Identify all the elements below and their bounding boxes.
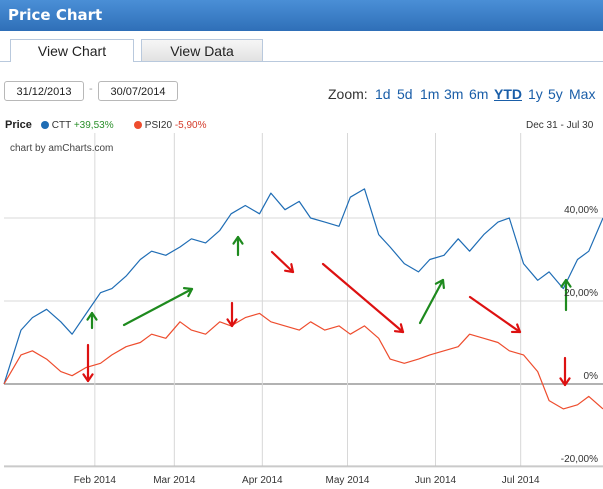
x-tick-label: Jun 2014 [415, 475, 457, 486]
y-tick-label: 40,00% [564, 205, 598, 216]
zoom-max[interactable]: Max [569, 86, 596, 102]
series-layer [3, 188, 603, 410]
end-date-input[interactable]: 30/07/2014 [98, 81, 178, 101]
zoom-label: Zoom: [328, 86, 368, 102]
annotation-arrowhead [393, 323, 405, 334]
x-tick-label: Feb 2014 [74, 475, 117, 486]
zoom-3m[interactable]: 3m [444, 86, 464, 102]
annotation-arrow-up [418, 278, 445, 325]
annotation-arrows [82, 235, 572, 387]
annotation-arrow-up [122, 287, 194, 327]
annotation-arrowhead [560, 278, 572, 288]
zoom-5d[interactable]: 5d [397, 86, 413, 102]
zoom-ytd[interactable]: YTD [494, 86, 522, 102]
legend-ctt-value: +39,53% [73, 120, 114, 131]
annotation-arrowhead [82, 373, 94, 383]
series-line-psi20 [3, 312, 603, 410]
annotation-arrowhead [232, 235, 244, 245]
chart-credit: chart by amCharts.com [10, 143, 113, 154]
annotation-arrow-down [321, 262, 405, 334]
annotation-arrowhead [434, 278, 445, 290]
annotation-arrowhead [226, 318, 238, 328]
grid-lines [4, 133, 603, 468]
legend-psi20-name: PSI20 [144, 120, 173, 131]
legend-ctt[interactable]: CTT +39,53% [41, 120, 114, 131]
zoom-6m[interactable]: 6m [469, 86, 489, 102]
zoom-1y[interactable]: 1y [528, 86, 543, 102]
price-chart[interactable]: chart by amCharts.com 40,00% 20,00% 0% -20,… [0, 133, 603, 489]
y-tick-label: 20,00% [564, 288, 598, 299]
tab-view-data[interactable]: View Data [141, 39, 263, 61]
y-axis-labels: 40,00% 20,00% 0% -20,00% [561, 205, 598, 465]
legend-ctt-name: CTT [51, 120, 72, 131]
x-tick-label: Mar 2014 [153, 475, 196, 486]
zoom-1d[interactable]: 1d [375, 86, 391, 102]
x-axis-labels: Feb 2014 Mar 2014 Apr 2014 May 2014 Jun 2014… [74, 475, 540, 486]
legend-period: Dec 31 - Jul 30 [526, 120, 594, 131]
x-tick-label: Jul 2014 [502, 475, 540, 486]
annotation-arrow-down [468, 295, 522, 334]
legend-price-label: Price [5, 119, 32, 131]
tab-strip: View Chart View Data [0, 31, 603, 62]
annotation-arrowhead [284, 263, 295, 274]
page-title: Price Chart [8, 6, 103, 24]
annotation-arrowhead [510, 323, 522, 334]
y-tick-label: 0% [584, 371, 599, 382]
y-tick-label: -20,00% [561, 454, 598, 465]
legend-psi20[interactable]: PSI20 -5,90% [134, 120, 207, 131]
tab-view-chart[interactable]: View Chart [10, 39, 134, 62]
legend-psi20-marker [134, 121, 142, 130]
series-line-ctt [3, 188, 603, 385]
annotation-arrowhead [182, 286, 194, 298]
start-date-input[interactable]: 31/12/2013 [4, 81, 84, 101]
date-separator: - [89, 83, 93, 95]
legend-ctt-marker [41, 121, 49, 130]
zoom-1m[interactable]: 1m [420, 86, 440, 102]
x-tick-label: Apr 2014 [242, 475, 283, 486]
title-bar: Price Chart [0, 0, 603, 31]
annotation-arrow-down [270, 250, 295, 274]
zoom-5y[interactable]: 5y [548, 86, 563, 102]
legend-psi20-value: -5,90% [174, 120, 207, 131]
annotation-arrowhead [559, 377, 571, 387]
annotation-arrowhead [86, 311, 98, 321]
x-tick-label: May 2014 [326, 475, 370, 486]
